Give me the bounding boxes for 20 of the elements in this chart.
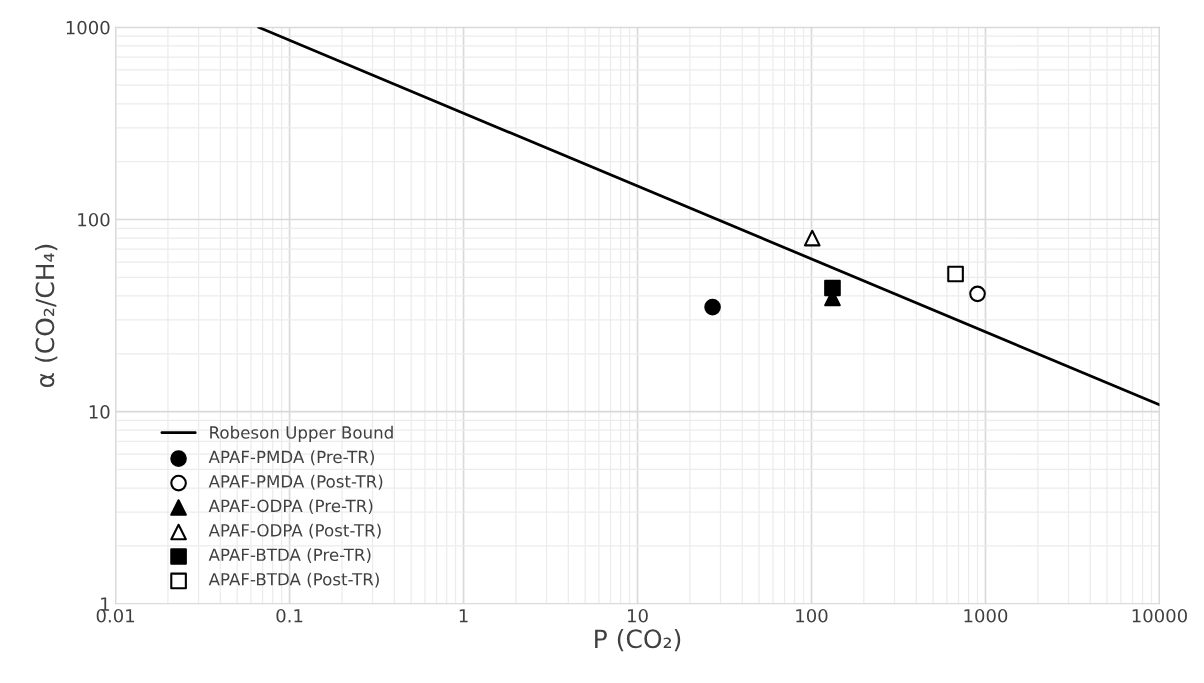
y-tick-label: 10 (89, 405, 110, 419)
legend-label: APAF-PMDA (Post-TR) (208, 474, 383, 490)
x-tick-label: 10 (628, 608, 648, 623)
x-tick-label: 100 (796, 608, 828, 623)
x-tick-label: 1 (459, 609, 468, 623)
legend-label: APAF-ODPA (Pre-TR) (208, 499, 373, 515)
y-tick-label: 1000 (66, 20, 110, 35)
x-tick-label: 1000 (964, 608, 1008, 623)
y-axis-title: α (CO₂/CH₄) (35, 244, 58, 388)
x-axis-title: P (CO₂) (595, 628, 681, 652)
y-tick-label: 1 (101, 597, 110, 611)
legend-label: APAF-BTDA (Post-TR) (208, 572, 379, 588)
x-tick-label: 10000 (1132, 608, 1187, 623)
x-tick-label: 0.1 (276, 608, 303, 623)
legend-label: APAF-PMDA (Pre-TR) (208, 450, 374, 466)
legend-label: APAF-BTDA (Pre-TR) (208, 548, 371, 564)
x-tick-label: 0.01 (96, 608, 135, 623)
y-tick-label: 100 (78, 212, 110, 227)
legend-label: Robeson Upper Bound (210, 425, 393, 442)
legend-label: APAF-ODPA (Post-TR) (208, 523, 381, 539)
